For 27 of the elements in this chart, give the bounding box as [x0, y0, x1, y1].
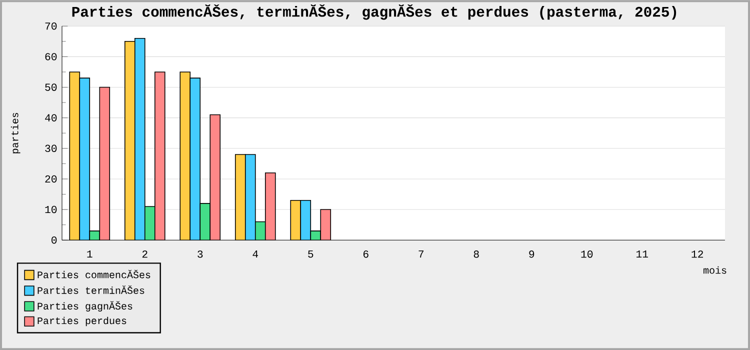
y-tick-label: 20 [45, 175, 57, 183]
y-tick-label: 70 [45, 22, 57, 30]
y-tick-label: 0 [52, 236, 57, 244]
x-tick-label: 9 [529, 250, 534, 258]
y-tick-label: 30 [45, 144, 57, 152]
x-tick-label: 12 [692, 250, 704, 258]
x-tick-label: 6 [363, 250, 368, 258]
y-tick-label: 50 [45, 84, 57, 91]
x-tick-label: 10 [581, 250, 593, 258]
y-axis-title: parties [10, 112, 20, 154]
legend-label: Parties gagnĂŠes [38, 301, 132, 312]
y-tick-label: 40 [45, 114, 57, 122]
x-tick-label: 7 [418, 250, 424, 258]
x-tick-label: 11 [636, 250, 648, 258]
legend-label: Parties commencĂŠes [38, 270, 150, 278]
chart-title: Parties commencĂŠes, terminĂŠes, gagnĂŠes et perdues (pasterma, 2025) [72, 4, 676, 20]
x-axis-title: mois [704, 266, 726, 274]
x-tick-label: 2 [142, 250, 148, 258]
x-tick-label: 5 [308, 250, 314, 258]
x-tick-label: 1 [87, 250, 92, 258]
x-tick-label: 4 [252, 250, 258, 258]
y-tick-label: 60 [45, 53, 57, 60]
legend-label: Parties terminĂŠes [38, 285, 144, 294]
legend-label: Parties perdues [38, 316, 126, 326]
y-tick-label: 10 [45, 206, 57, 214]
x-tick-label: 8 [474, 250, 479, 258]
x-tick-label: 3 [198, 250, 203, 258]
